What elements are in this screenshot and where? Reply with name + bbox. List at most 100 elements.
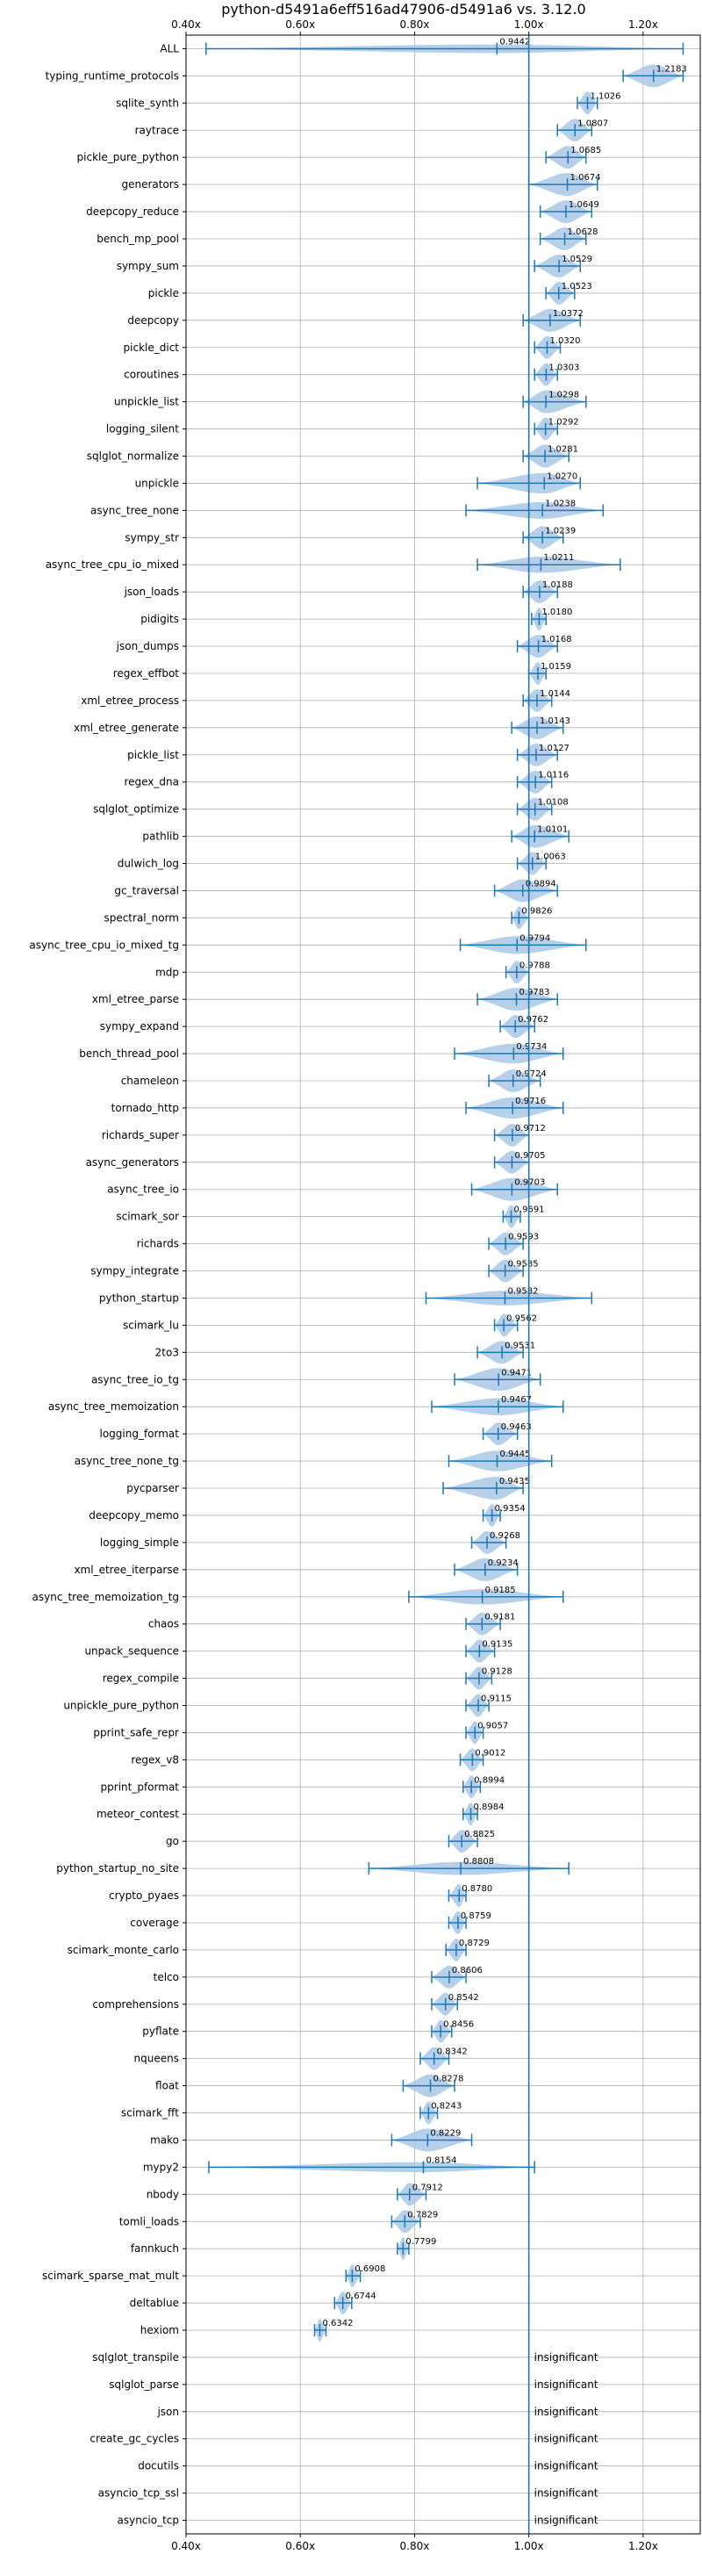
- chart-title: python-d5491a6eff516ad47906-d5491a6 vs. …: [221, 1, 585, 18]
- category-label-logging_format: logging_format: [99, 1428, 179, 1440]
- value-label-async_tree_cpu_io_mixed_tg: 0.9794: [519, 933, 550, 943]
- category-label-dulwich_log: dulwich_log: [118, 858, 179, 870]
- category-label-layer: ALL typing_runtime_protocols sqlite_synthr…: [29, 42, 179, 2526]
- value-label-sqlglot_normalize: 1.0281: [548, 444, 578, 454]
- value-label-comprehensions: 0.8542: [448, 1993, 479, 2003]
- category-label-scimark_fft: scimark_fft: [121, 2107, 179, 2119]
- category-label-chaos: chaos: [148, 1618, 179, 1630]
- category-label-bench_mp_pool: bench_mp_pool: [97, 233, 179, 245]
- category-label-gc_traversal: gc_traversal: [114, 884, 179, 896]
- x-tick-label-bottom: 0.80x: [400, 2540, 430, 2552]
- category-label-telco: telco: [154, 1971, 179, 1983]
- value-label-pprint_pformat: 0.8994: [474, 1775, 505, 1785]
- value-label-sympy_integrate: 0.9585: [508, 1260, 539, 1270]
- value-label-pprint_safe_repr: 0.9057: [477, 1721, 508, 1731]
- category-label-sympy_sum: sympy_sum: [117, 260, 179, 272]
- value-label-regex_v8: 0.9012: [475, 1748, 505, 1758]
- category-label-ALL: ALL: [160, 42, 179, 54]
- value-label-async_tree_io_tg: 0.9471: [501, 1368, 532, 1378]
- value-label-float: 0.8278: [433, 2075, 464, 2084]
- value-label-pickle: 1.0523: [562, 282, 592, 291]
- value-label-async_tree_memoization: 0.9467: [501, 1395, 532, 1405]
- value-label-pidigits: 1.0180: [541, 608, 572, 617]
- category-label-deepcopy_reduce: deepcopy_reduce: [86, 205, 179, 218]
- value-label-chaos: 0.9181: [484, 1613, 515, 1623]
- value-label-async_tree_none: 1.0238: [545, 499, 576, 508]
- violin-layer: 0.9442 1.2183 1.1026 1.0807 1.0685 1.0674 1.06…: [205, 37, 687, 2527]
- category-label-nbody: nbody: [147, 2188, 179, 2200]
- value-label-hexiom: 0.6342: [322, 2319, 353, 2328]
- value-label-nqueens: 0.8342: [437, 2047, 468, 2057]
- value-label-generators: 1.0674: [570, 173, 601, 183]
- category-label-async_tree_memoization: async_tree_memoization: [48, 1400, 179, 1413]
- value-label-dulwich_log: 1.0063: [535, 853, 566, 862]
- category-label-sqlglot_optimize: sqlglot_optimize: [93, 803, 179, 816]
- category-label-pickle_list: pickle_list: [127, 749, 179, 761]
- value-label-mdp: 0.9788: [519, 961, 550, 970]
- value-label-pathlib: 1.0101: [537, 825, 568, 835]
- x-tick-label-bottom: 1.00x: [514, 2540, 544, 2552]
- category-label-asyncio_tcp: asyncio_tcp: [117, 2515, 179, 2527]
- x-tick-label-top: 0.80x: [400, 18, 430, 31]
- category-label-deltablue: deltablue: [130, 2297, 179, 2309]
- category-label-meteor_contest: meteor_contest: [97, 1808, 179, 1820]
- value-label-deepcopy_memo: 0.9354: [495, 1504, 526, 1514]
- category-label-regex_effbot: regex_effbot: [113, 667, 180, 680]
- value-label-chameleon: 0.9724: [516, 1069, 547, 1079]
- value-label-pickle_list: 1.0127: [539, 744, 569, 753]
- category-label-sqlglot_normalize: sqlglot_normalize: [87, 450, 179, 462]
- category-label-comprehensions: comprehensions: [92, 1998, 179, 2011]
- category-label-unpickle_pure_python: unpickle_pure_python: [63, 1699, 179, 1711]
- axes-layer: 0.40x 0.40x 0.60x 0.60x 0.80x 0.80x 1.00x 1.00x…: [171, 18, 701, 2552]
- category-label-scimark_sor: scimark_sor: [116, 1211, 179, 1223]
- category-label-generators: generators: [121, 178, 179, 191]
- category-label-2to3: 2to3: [155, 1346, 179, 1358]
- value-label-xml_etree_process: 1.0144: [540, 689, 570, 699]
- category-label-scimark_monte_carlo: scimark_monte_carlo: [68, 1944, 179, 1956]
- category-label-python_startup_no_site: python_startup_no_site: [56, 1862, 179, 1874]
- value-label-bench_thread_pool: 0.9734: [516, 1042, 547, 1052]
- category-label-mako: mako: [150, 2133, 179, 2146]
- category-label-json: json: [156, 2406, 179, 2418]
- value-label-async_generators: 0.9705: [514, 1151, 545, 1161]
- value-label-async_tree_none_tg: 0.9445: [500, 1450, 531, 1459]
- category-label-richards_super: richards_super: [102, 1129, 179, 1141]
- category-label-pickle_dict: pickle_dict: [124, 342, 180, 354]
- value-label-unpickle_list: 1.0298: [548, 391, 579, 400]
- value-label-sympy_sum: 1.0529: [562, 255, 592, 264]
- value-label-async_tree_io: 0.9703: [514, 1178, 545, 1188]
- category-label-regex_compile: regex_compile: [103, 1673, 179, 1685]
- category-label-async_tree_cpu_io_mixed_tg: async_tree_cpu_io_mixed_tg: [29, 939, 179, 951]
- category-label-async_tree_memoization_tg: async_tree_memoization_tg: [32, 1591, 179, 1603]
- category-label-json_loads: json_loads: [124, 586, 179, 598]
- value-label-sqlite_synth: 1.1026: [590, 91, 620, 101]
- value-label-pickle_dict: 1.0320: [550, 336, 581, 346]
- category-label-tornado_http: tornado_http: [111, 1102, 179, 1114]
- value-label-coroutines: 1.0303: [548, 363, 579, 373]
- category-label-pickle: pickle: [148, 287, 179, 299]
- value-label-sympy_expand: 0.9762: [518, 1015, 548, 1025]
- category-label-sqlite_synth: sqlite_synth: [116, 97, 179, 109]
- value-label-regex_dna: 1.0116: [538, 771, 569, 781]
- category-label-xml_etree_process: xml_etree_process: [81, 694, 179, 707]
- category-label-regex_dna: regex_dna: [124, 776, 179, 788]
- category-label-tomli_loads: tomli_loads: [119, 2215, 179, 2227]
- category-label-sqlglot_transpile: sqlglot_transpile: [92, 2351, 179, 2364]
- category-label-sympy_integrate: sympy_integrate: [90, 1265, 179, 1277]
- category-label-richards: richards: [137, 1238, 179, 1250]
- x-tick-label-top: 0.60x: [285, 18, 315, 31]
- value-label-telco: 0.8606: [452, 1966, 483, 1975]
- category-label-raytrace: raytrace: [135, 124, 179, 136]
- value-label-typing_runtime_protocols: 1.2183: [656, 64, 687, 74]
- value-label-pyflate: 0.8456: [443, 2020, 474, 2030]
- category-label-async_tree_io: async_tree_io: [107, 1184, 179, 1196]
- value-label-json_loads: 1.0188: [542, 580, 573, 590]
- value-label-richards: 0.9593: [508, 1233, 539, 1242]
- category-label-logging_simple: logging_simple: [100, 1536, 179, 1549]
- value-label-sqlglot_parse: insignificant: [534, 2378, 598, 2391]
- category-label-chameleon: chameleon: [121, 1075, 179, 1087]
- value-label-logging_simple: 0.9268: [490, 1531, 520, 1541]
- category-label-deepcopy_memo: deepcopy_memo: [89, 1509, 179, 1522]
- value-label-mako: 0.8229: [430, 2128, 461, 2138]
